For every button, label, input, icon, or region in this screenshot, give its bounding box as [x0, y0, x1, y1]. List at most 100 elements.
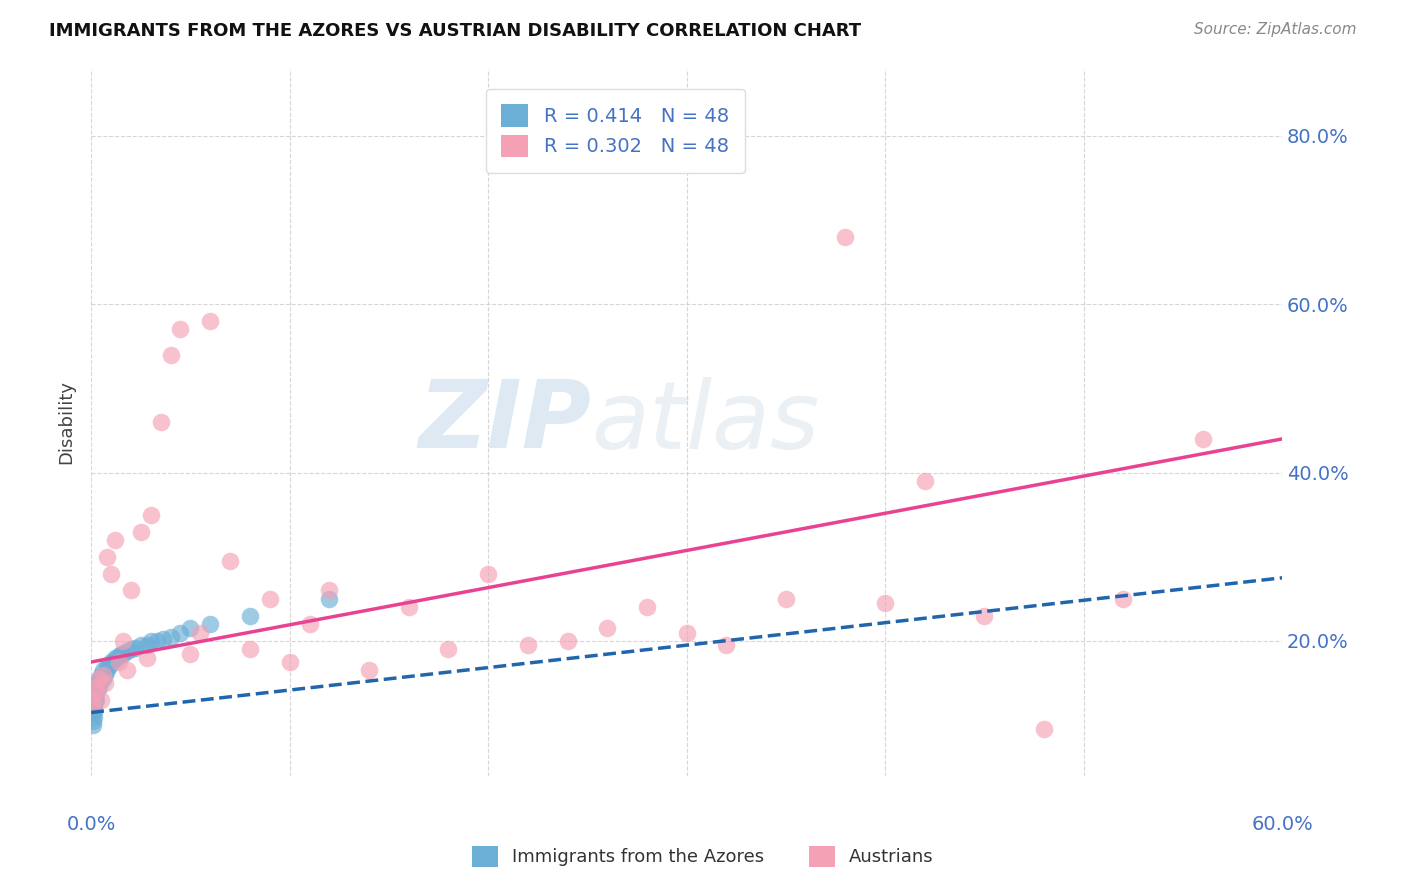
Point	[100, 566, 122, 581]
Point	[1033, 723, 1056, 737]
Point	[716, 638, 738, 652]
Legend: Immigrants from the Azores, Austrians: Immigrants from the Azores, Austrians	[464, 837, 942, 876]
Point	[84, 693, 107, 707]
Point	[82, 714, 104, 728]
Point	[105, 650, 128, 665]
Legend: R = 0.414   N = 48, R = 0.302   N = 48: R = 0.414 N = 48, R = 0.302 N = 48	[485, 89, 745, 173]
Point	[86, 676, 108, 690]
Point	[110, 647, 132, 661]
Point	[179, 647, 201, 661]
Point	[139, 508, 162, 522]
Point	[111, 647, 134, 661]
Point	[91, 672, 114, 686]
Point	[152, 632, 174, 647]
Point	[87, 672, 110, 686]
Point	[129, 524, 152, 539]
Point	[675, 625, 697, 640]
Point	[145, 634, 167, 648]
Point	[278, 655, 301, 669]
Point	[139, 634, 162, 648]
Point	[84, 680, 107, 694]
Point	[129, 638, 152, 652]
Point	[188, 625, 211, 640]
Point	[96, 549, 118, 564]
Point	[834, 230, 856, 244]
Point	[100, 655, 122, 669]
Text: Source: ZipAtlas.com: Source: ZipAtlas.com	[1194, 22, 1357, 37]
Point	[83, 709, 105, 723]
Point	[84, 693, 107, 707]
Point	[87, 672, 110, 686]
Text: 0.0%: 0.0%	[66, 814, 115, 833]
Point	[636, 600, 658, 615]
Point	[219, 554, 242, 568]
Point	[96, 664, 118, 678]
Point	[90, 693, 112, 707]
Text: IMMIGRANTS FROM THE AZORES VS AUSTRIAN DISABILITY CORRELATION CHART: IMMIGRANTS FROM THE AZORES VS AUSTRIAN D…	[49, 22, 862, 40]
Point	[120, 642, 142, 657]
Point	[82, 718, 104, 732]
Point	[179, 621, 201, 635]
Point	[437, 642, 460, 657]
Point	[398, 600, 420, 615]
Point	[86, 684, 108, 698]
Text: 60.0%: 60.0%	[1251, 814, 1313, 833]
Point	[83, 697, 105, 711]
Point	[115, 644, 138, 658]
Point	[87, 676, 110, 690]
Text: atlas: atlas	[592, 376, 820, 467]
Text: ZIP: ZIP	[419, 376, 592, 468]
Point	[318, 591, 340, 606]
Point	[94, 667, 117, 681]
Point	[82, 697, 104, 711]
Point	[124, 640, 146, 655]
Point	[91, 664, 114, 678]
Point	[108, 649, 131, 664]
Y-axis label: Disability: Disability	[58, 380, 75, 464]
Point	[84, 684, 107, 698]
Point	[169, 322, 191, 336]
Point	[82, 693, 104, 707]
Point	[84, 689, 107, 703]
Point	[239, 642, 262, 657]
Point	[115, 664, 138, 678]
Point	[82, 706, 104, 720]
Point	[90, 672, 112, 686]
Point	[357, 664, 380, 678]
Point	[298, 617, 321, 632]
Point	[1191, 432, 1213, 446]
Point	[259, 591, 281, 606]
Point	[83, 706, 105, 720]
Point	[200, 314, 222, 328]
Point	[108, 655, 131, 669]
Point	[101, 655, 124, 669]
Point	[120, 583, 142, 598]
Point	[135, 638, 157, 652]
Point	[169, 625, 191, 640]
Point	[91, 667, 114, 681]
Point	[159, 630, 181, 644]
Point	[98, 659, 121, 673]
Point	[84, 680, 107, 694]
Point	[87, 680, 110, 694]
Point	[86, 680, 108, 694]
Point	[86, 684, 108, 698]
Point	[914, 474, 936, 488]
Point	[973, 608, 995, 623]
Point	[775, 591, 797, 606]
Point	[159, 348, 181, 362]
Point	[596, 621, 619, 635]
Point	[149, 415, 172, 429]
Point	[318, 583, 340, 598]
Point	[90, 667, 112, 681]
Point	[875, 596, 897, 610]
Point	[83, 701, 105, 715]
Point	[477, 566, 499, 581]
Point	[94, 676, 117, 690]
Point	[135, 650, 157, 665]
Point	[104, 650, 127, 665]
Point	[104, 533, 127, 547]
Point	[200, 617, 222, 632]
Point	[557, 634, 579, 648]
Point	[82, 693, 104, 707]
